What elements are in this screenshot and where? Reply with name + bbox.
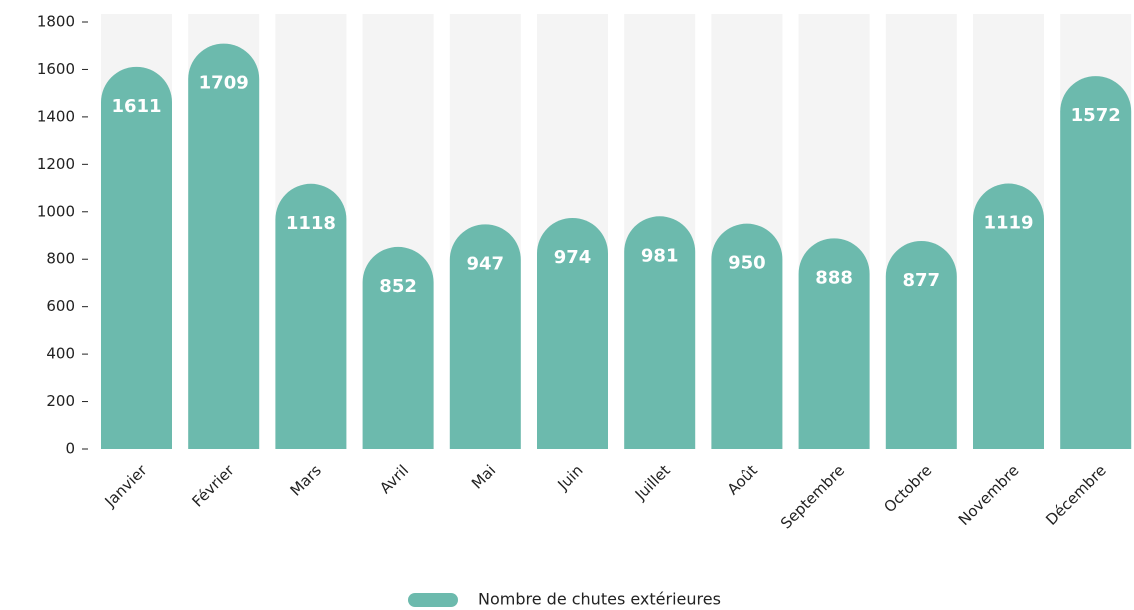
y-tick-label: 600 [46, 297, 75, 315]
x-tick-label: Février [188, 461, 238, 511]
y-tick-label: 1400 [37, 107, 75, 125]
bar [624, 216, 696, 449]
data-label: 947 [467, 253, 505, 274]
x-tick-label: Juillet [631, 461, 674, 504]
x-tick-label: Octobre [880, 461, 935, 516]
data-label: 981 [641, 245, 679, 266]
bar [275, 183, 347, 449]
x-tick-label: Janvier [101, 461, 151, 511]
bar [711, 223, 783, 449]
x-tick-label: Avril [376, 461, 412, 497]
y-tick-label: 200 [46, 392, 75, 410]
bar [362, 246, 434, 449]
bar [449, 224, 521, 449]
bar [798, 238, 870, 449]
legend-swatch [408, 593, 458, 607]
y-tick-label: 0 [65, 440, 75, 458]
y-tick-label: 1800 [37, 13, 75, 31]
x-tick-label: Décembre [1042, 461, 1110, 529]
bar [885, 240, 957, 449]
bar [188, 43, 260, 449]
legend-label: Nombre de chutes extérieures [478, 590, 721, 609]
data-label: 852 [379, 276, 417, 297]
bar [973, 183, 1044, 449]
data-label: 974 [554, 247, 592, 268]
data-label: 1709 [199, 73, 249, 94]
y-tick-label: 1000 [37, 202, 75, 220]
x-tick-label: Mars [287, 461, 325, 499]
x-tick-label: Septembre [777, 461, 848, 532]
bar [537, 217, 608, 449]
data-label: 1611 [111, 96, 161, 117]
data-label: 1119 [983, 213, 1033, 234]
y-tick-label: 800 [46, 250, 75, 268]
y-tick-label: 1600 [37, 60, 75, 78]
data-label: 888 [815, 267, 853, 288]
x-tick-label: Août [724, 461, 761, 498]
y-tick-label: 400 [46, 345, 75, 363]
bar [1060, 76, 1132, 449]
x-tick-label: Juin [554, 461, 587, 494]
data-label: 877 [903, 270, 941, 291]
x-tick-label: Novembre [955, 461, 1023, 529]
data-label: 950 [728, 253, 766, 274]
data-label: 1118 [286, 213, 336, 234]
bar [101, 66, 172, 449]
x-tick-label: Mai [468, 461, 499, 492]
y-tick-label: 1200 [37, 155, 75, 173]
data-label: 1572 [1071, 105, 1121, 126]
